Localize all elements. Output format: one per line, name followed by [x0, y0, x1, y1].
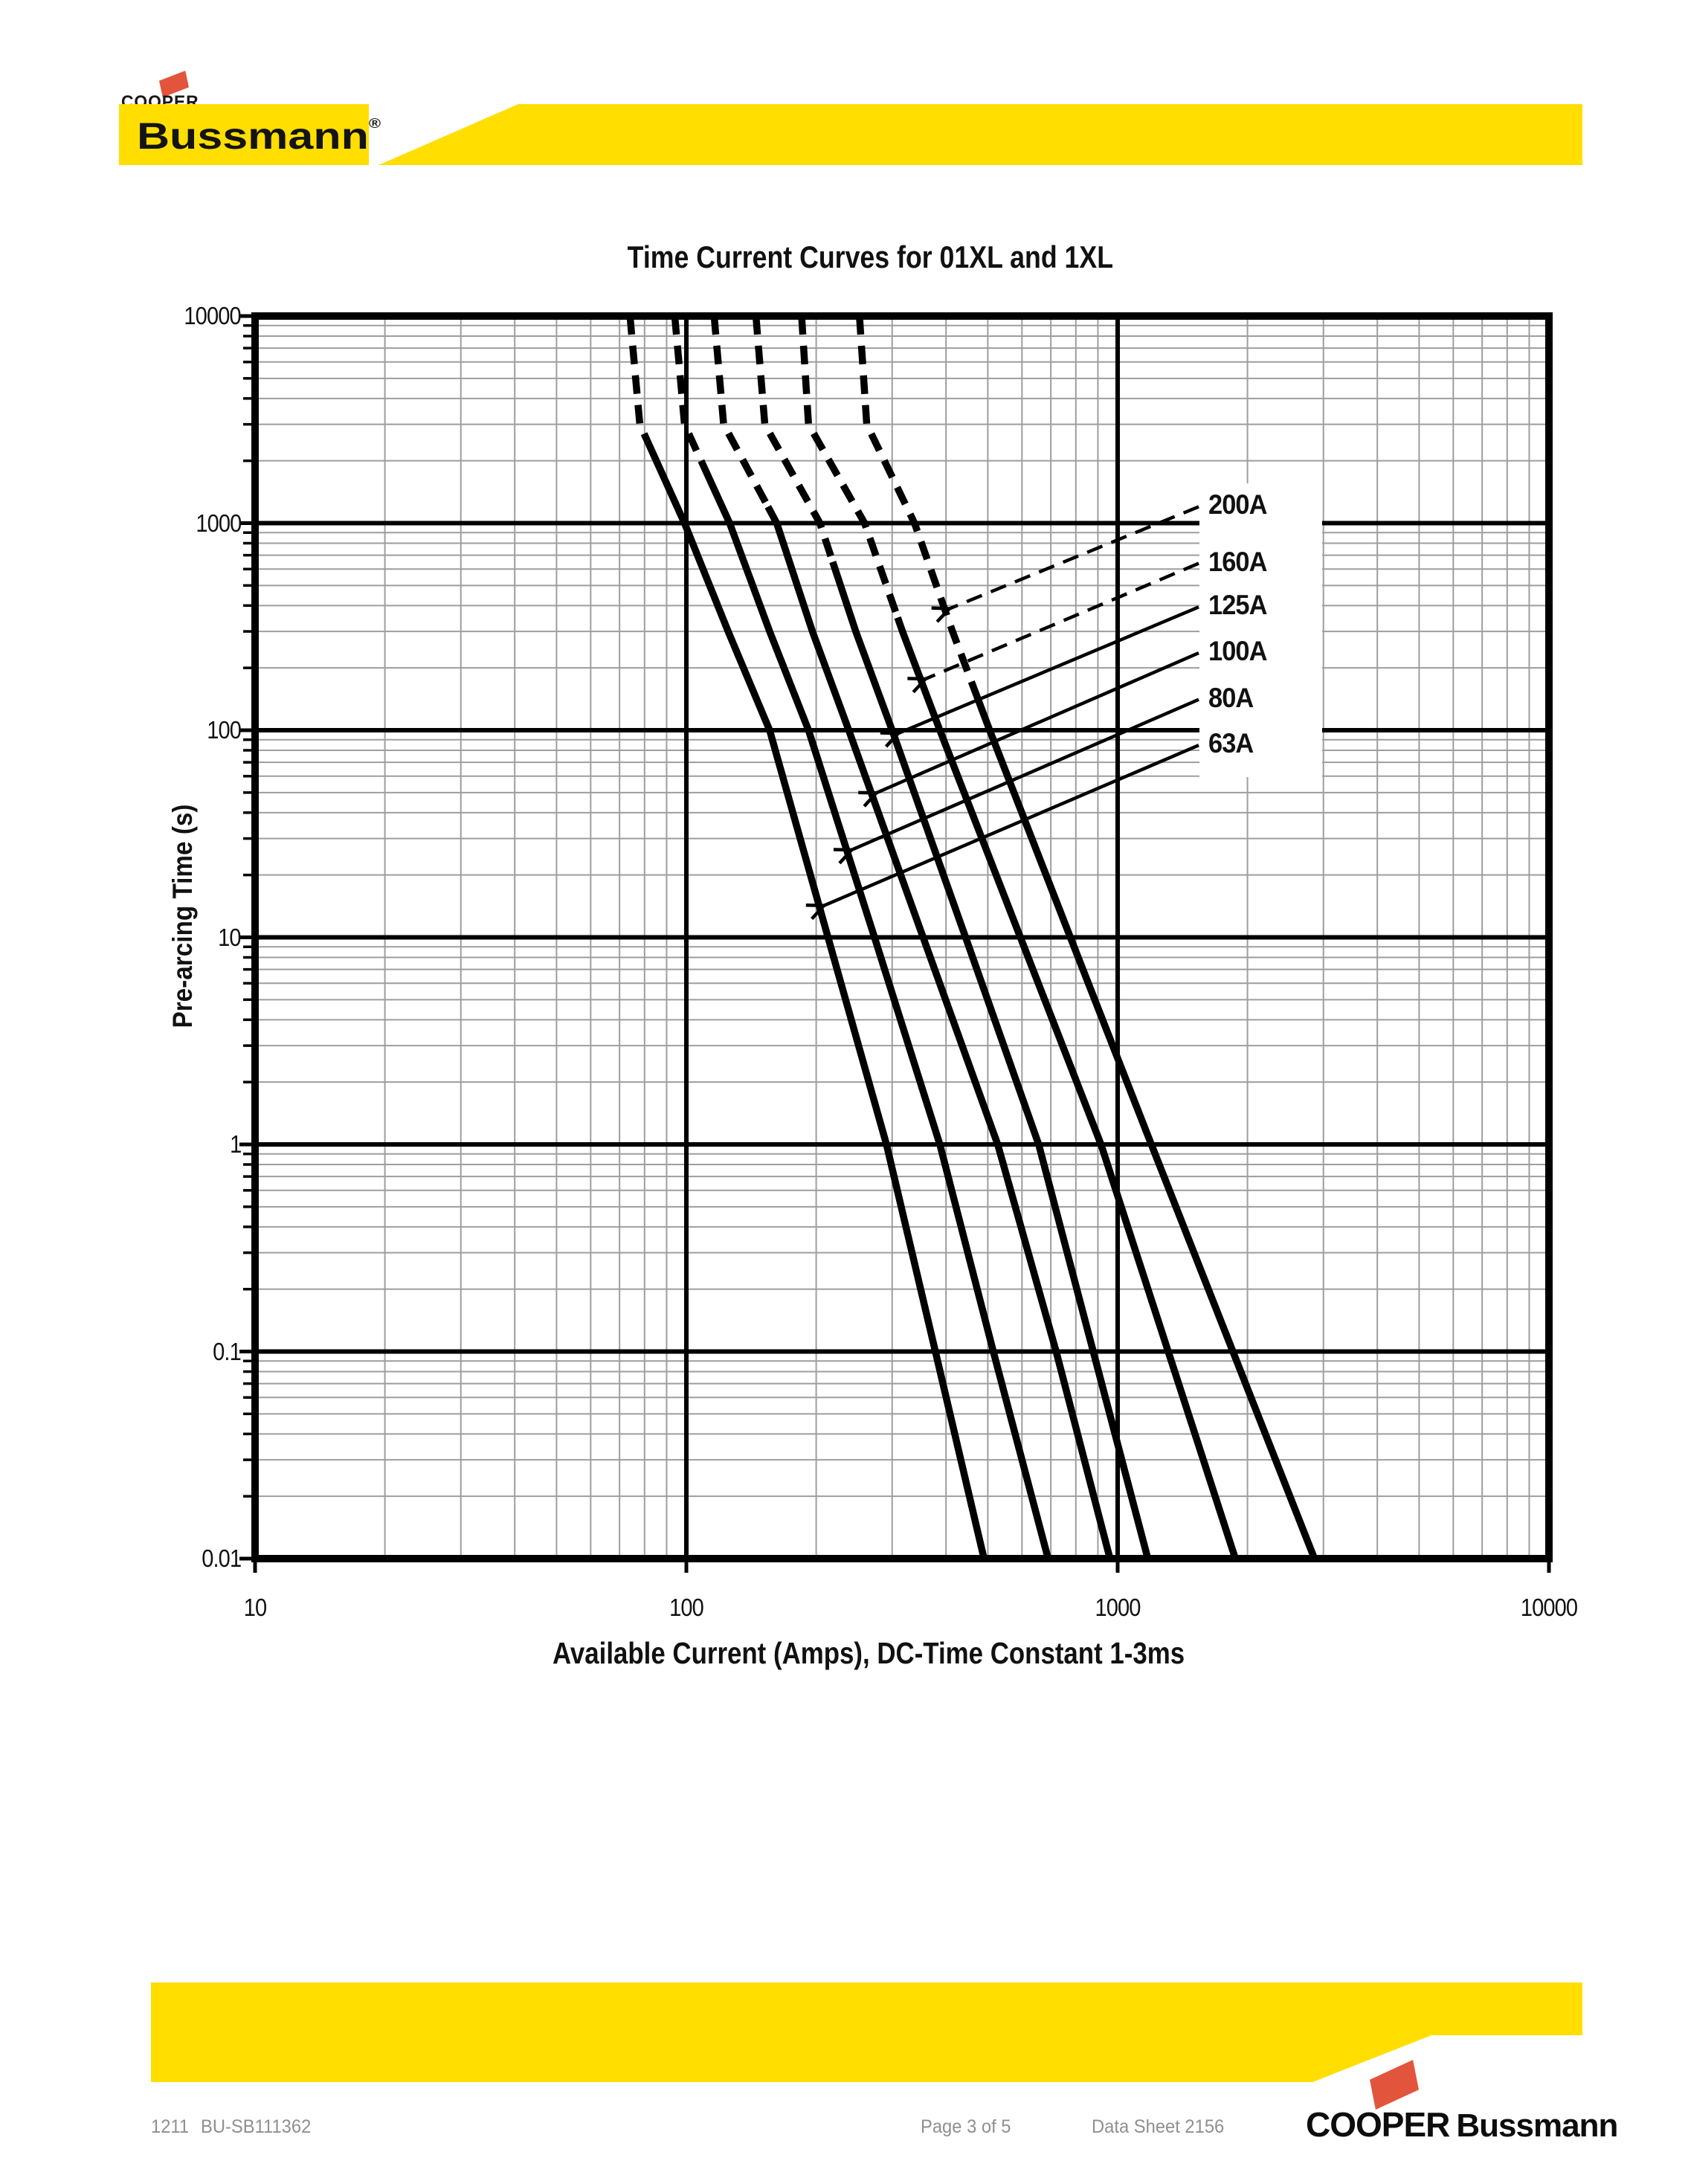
- chart-title: Time Current Curves for 01XL and 1XL: [627, 239, 1113, 274]
- cooper-bussmann-logo: COOPER Bussmann: [1306, 2104, 1618, 2145]
- registered-mark: ®: [368, 116, 381, 131]
- x-axis-title: Available Current (Amps), DC-Time Consta…: [552, 1636, 1185, 1670]
- bussmann-logo-box: Bussmann®: [119, 104, 381, 165]
- footer-bussmann-wordmark: Bussmann: [1456, 2107, 1618, 2144]
- footer-datasheet-number: Data Sheet 2156: [1092, 2116, 1225, 2137]
- footer-doc-number: 1211: [151, 2116, 190, 2137]
- footer-yellow-banner: [151, 1982, 1582, 2082]
- y-axis-title: Pre-arcing Time (s): [167, 804, 198, 1028]
- footer-cooper-wordmark: COOPER: [1306, 2105, 1450, 2144]
- header-yellow-banner: [378, 104, 1582, 165]
- footer-page-indicator: Page 3 of 5: [921, 2116, 1011, 2137]
- bussmann-wordmark: Bussmann®: [137, 115, 381, 157]
- footer-doc-code: BU-SB111362: [201, 2116, 312, 2137]
